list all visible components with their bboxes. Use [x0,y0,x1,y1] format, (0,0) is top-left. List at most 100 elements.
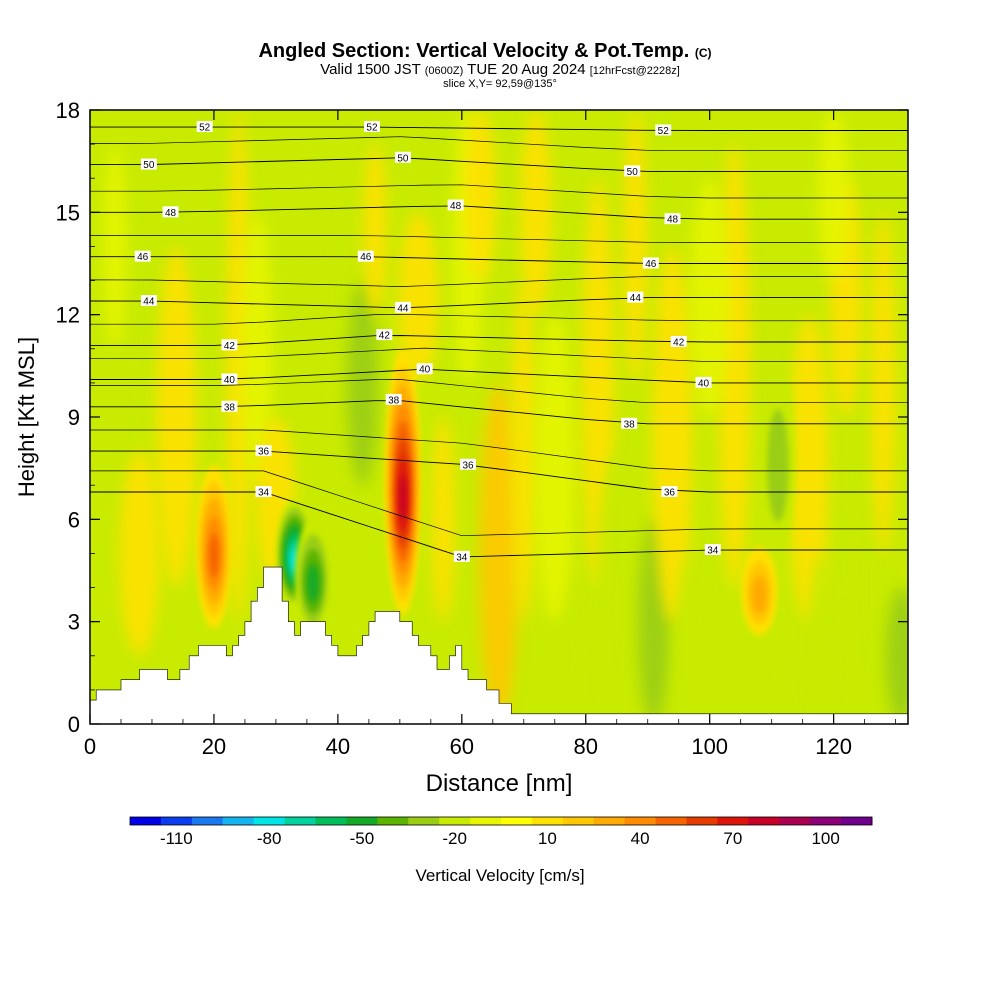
downdraft-core [307,563,320,603]
colorbar-tick-label: 100 [811,829,839,848]
y-axis-label: Height [Kft MSL] [14,337,39,497]
svg-text:34: 34 [258,488,270,499]
downdraft-core [767,408,789,522]
contour-label: 50 [624,165,641,178]
svg-text:38: 38 [388,395,400,406]
contour-label: 42 [670,335,687,348]
svg-text:42: 42 [379,331,391,342]
colorbar-label: Vertical Velocity [cm/s] [415,866,584,885]
contour-label: 44 [627,291,644,304]
theta-contour-minor [90,429,908,472]
svg-text:44: 44 [630,293,642,304]
contour-label: 38 [221,400,238,413]
colorbar-swatch [284,817,316,825]
x-tick-label: 40 [326,734,350,759]
colorbar-swatch [717,817,749,825]
field-patch [313,178,338,417]
colorbar-swatch [748,817,780,825]
colorbar-swatch [531,817,564,825]
contour-label: 50 [140,158,157,171]
colorbar-swatch [624,817,657,825]
colorbar-swatch [408,817,440,825]
svg-text:48: 48 [667,215,679,226]
svg-text:50: 50 [627,167,639,178]
velocity-field [102,110,908,724]
theta-contour-minor [90,347,908,363]
contour-label: 40 [221,373,238,386]
colorbar-swatch [562,817,595,825]
contour-label: 44 [394,301,411,314]
y-tick-label: 18 [56,98,80,123]
x-tick-label: 80 [574,734,598,759]
contour-label: 48 [162,206,179,219]
field-patch [226,110,251,622]
colorbar-swatch [810,817,842,825]
field-patch [431,416,456,622]
svg-text:42: 42 [224,341,236,352]
theta-contour-minor [90,379,908,404]
svg-text:46: 46 [137,252,149,263]
theta-contour-minor [90,276,908,287]
theta-contour-44 [90,297,908,309]
theta-contour-minor [90,313,908,325]
theta-contour-42 [90,335,908,346]
colorbar-tick-label: -20 [442,829,467,848]
colorbar-swatch [191,817,224,825]
contour-label: 40 [695,376,712,389]
theta-contour-38 [90,400,908,425]
svg-text:44: 44 [397,303,409,314]
field-patch [398,212,439,383]
updraft-core [209,533,219,578]
svg-text:50: 50 [143,160,155,171]
colorbar-swatch [779,817,811,825]
field-patch [464,110,497,281]
field-patch [885,587,908,724]
colorbar-tick-label: 70 [723,829,742,848]
colorbar-tick-label: -80 [257,829,282,848]
contour-label: 34 [453,550,470,563]
colorbar-swatch [253,817,286,825]
x-tick-label: 60 [450,734,474,759]
field-patch [623,110,648,383]
theta-contour-46 [90,256,908,264]
theta-contour-52 [90,126,908,131]
svg-text:34: 34 [456,552,468,563]
y-tick-label: 0 [68,712,80,737]
contour-label: 38 [621,417,638,430]
svg-text:52: 52 [366,123,378,134]
field-patch [679,553,704,724]
field-patch [809,553,834,724]
contour-label: 52 [363,121,380,134]
svg-text:42: 42 [673,337,685,348]
x-tick-label: 100 [691,734,728,759]
theta-contour-minor [90,184,908,199]
x-tick-label: 20 [202,734,226,759]
svg-text:36: 36 [664,488,676,499]
contour-label: 50 [394,151,411,164]
field-patch [788,314,829,622]
terrain-mask [90,566,908,724]
theta-contour-minor [90,235,908,243]
svg-text:46: 46 [645,259,657,270]
updraft-core [399,474,407,522]
chart-title: Angled Section: Vertical Velocity & Pot.… [258,40,711,62]
x-axis-label: Distance [nm] [426,770,573,797]
contour-label: 40 [416,363,433,376]
colorbar-swatch [686,817,718,825]
y-tick-label: 15 [56,200,80,225]
contour-label: 52 [196,121,213,134]
field-patch [567,587,592,724]
theta-contour-minor [90,470,908,537]
y-tick-label: 3 [68,610,80,635]
field-patch [346,280,379,486]
y-tick-label: 6 [68,507,80,532]
field-patch [772,621,797,724]
field-patch [102,144,127,349]
svg-text:38: 38 [624,419,636,430]
field-patch [241,212,274,486]
colorbar-tick-label: 40 [631,829,650,848]
contour-label: 46 [134,250,151,263]
contour-label: 36 [460,458,477,471]
